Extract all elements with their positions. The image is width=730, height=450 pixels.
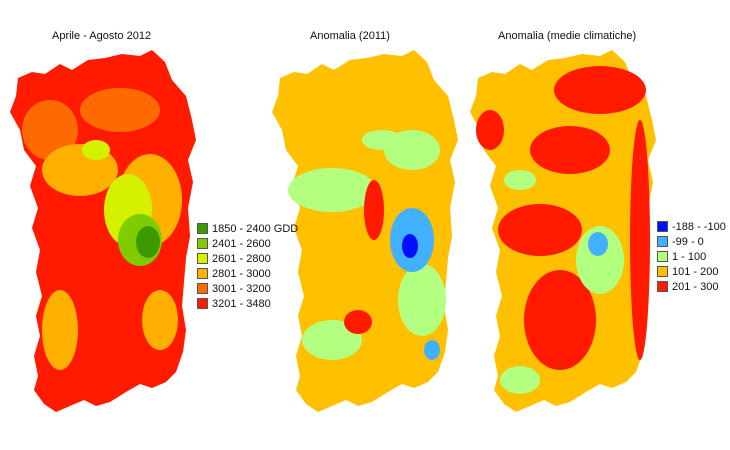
legend-item: 2401 - 2600 (197, 236, 298, 251)
legend-swatch (657, 221, 668, 232)
legend-swatch (197, 238, 208, 249)
zone (22, 100, 78, 160)
zone (288, 168, 376, 212)
zone (576, 226, 624, 294)
legend-swatch (197, 283, 208, 294)
legend-label: -188 - -100 (672, 220, 726, 233)
legend-item: 3001 - 3200 (197, 281, 298, 296)
map-anomaly-climate (470, 50, 656, 412)
zone (344, 310, 372, 334)
legend-swatch (657, 251, 668, 262)
legend-label: 1 - 100 (672, 250, 707, 263)
anomaly-2011-zones (288, 130, 446, 360)
zone (530, 126, 610, 174)
legend-swatch (657, 236, 668, 247)
legend-label: 3201 - 3480 (212, 297, 271, 310)
legend-label: 101 - 200 (672, 265, 719, 278)
zone (630, 120, 650, 360)
legend-swatch (657, 281, 668, 292)
map-anomaly-2011 (272, 50, 458, 412)
zone (80, 88, 160, 132)
legend-swatch (197, 223, 208, 234)
zone (498, 204, 582, 256)
legend-item: 2601 - 2800 (197, 251, 298, 266)
legend-label: 2601 - 2800 (212, 252, 271, 265)
zone (402, 234, 418, 258)
legend-item: -188 - -100 (657, 219, 726, 234)
zone (476, 110, 504, 150)
zone (554, 66, 646, 114)
zone (42, 290, 78, 370)
map-gdd-2012 (10, 50, 196, 412)
legend-gdd: 1850 - 2400 GDD 2401 - 2600 2601 - 2800 280… (197, 221, 298, 311)
zone (504, 170, 536, 190)
map-title-anomaly-2011: Anomalia (2011) (310, 30, 390, 42)
legend-label: 1850 - 2400 GDD (212, 222, 299, 235)
zone (362, 130, 402, 150)
legend-item: 101 - 200 (657, 264, 726, 279)
map-title-anomaly-climate: Anomalia (medie climatiche) (498, 30, 637, 42)
zone (136, 226, 160, 258)
legend-label: 2401 - 2600 (212, 237, 271, 250)
zone (82, 140, 110, 160)
anomaly-climate-zones (476, 66, 650, 394)
zone (588, 232, 608, 256)
map-title-gdd-2012: Aprile - Agosto 2012 (52, 30, 152, 42)
zone (424, 340, 440, 360)
legend-label: 3001 - 3200 (212, 282, 271, 295)
zone (500, 366, 540, 394)
zone (302, 320, 362, 360)
zone (142, 290, 178, 350)
gdd-zones (22, 88, 182, 370)
legend-swatch (197, 298, 208, 309)
zone (524, 270, 596, 370)
legend-anomaly: -188 - -100 -99 - 0 1 - 100 101 - 200 201 - … (657, 219, 726, 294)
legend-swatch (197, 268, 208, 279)
legend-label: -99 - 0 (672, 235, 704, 248)
legend-item: 1 - 100 (657, 249, 726, 264)
legend-item: -99 - 0 (657, 234, 726, 249)
legend-item: 1850 - 2400 GDD (197, 221, 298, 236)
legend-label: 2801 - 3000 (212, 267, 271, 280)
legend-label: 201 - 300 (672, 280, 719, 293)
legend-item: 2801 - 3000 (197, 266, 298, 281)
zone (398, 264, 446, 336)
zone (364, 180, 384, 240)
legend-swatch (197, 253, 208, 264)
legend-item: 201 - 300 (657, 279, 726, 294)
legend-swatch (657, 266, 668, 277)
legend-item: 3201 - 3480 (197, 296, 298, 311)
